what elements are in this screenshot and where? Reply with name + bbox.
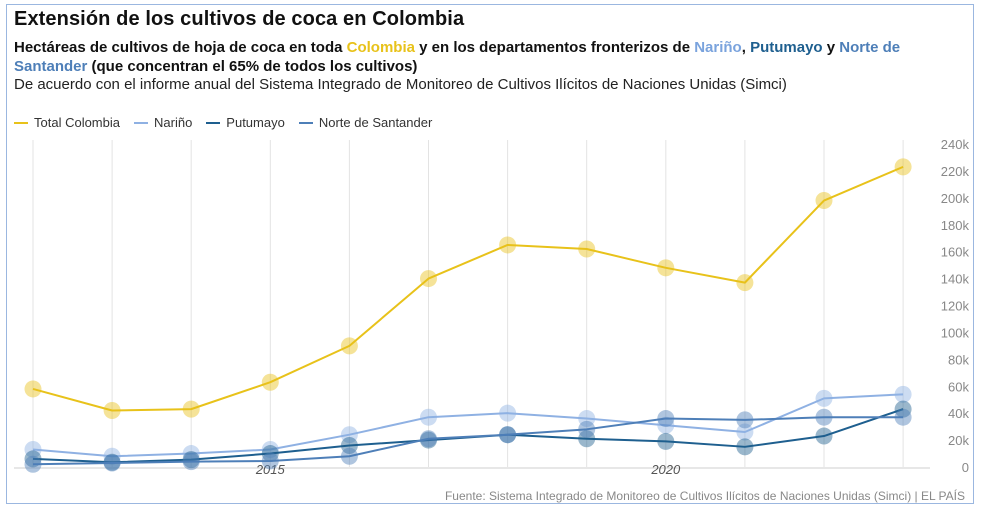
x-tick-label: 2020 (650, 462, 681, 477)
legend-label: Nariño (154, 115, 193, 130)
y-tick-label: 20k (948, 433, 969, 448)
data-point (499, 426, 517, 444)
data-point (736, 274, 754, 292)
data-point (578, 420, 596, 438)
subtitle-text-1: Hectáreas de cultivos de hoja de coca en… (14, 39, 347, 56)
series-3 (24, 408, 912, 473)
y-tick-label: 40k (948, 406, 969, 421)
data-point (24, 455, 42, 473)
data-point (24, 450, 42, 468)
data-point (261, 452, 279, 470)
data-point (815, 408, 833, 426)
data-point (815, 389, 833, 407)
y-tick-label: 180k (941, 218, 970, 233)
data-point (182, 445, 200, 463)
data-point (578, 410, 596, 428)
data-point (420, 408, 437, 426)
legend-item: Putumayo (206, 115, 285, 130)
data-point (103, 454, 121, 472)
data-point (815, 192, 833, 210)
y-tick-label: 240k (941, 137, 970, 152)
series-1 (24, 385, 912, 465)
chart-legend: Total Colombia Nariño Putumayo Norte de San… (14, 115, 432, 130)
data-point (340, 436, 358, 454)
data-point (578, 430, 596, 448)
data-point (261, 445, 279, 463)
data-point (894, 400, 912, 418)
data-point (499, 404, 517, 422)
legend-swatch (206, 121, 221, 124)
data-point (657, 410, 675, 428)
series-0 (24, 158, 912, 419)
series-line (32, 165, 904, 412)
y-tick-label: 160k (941, 245, 970, 260)
y-tick-label: 0 (962, 460, 969, 475)
data-point (24, 441, 42, 459)
data-point (182, 453, 200, 471)
data-point (340, 426, 358, 444)
data-point (815, 427, 833, 445)
data-point (657, 432, 675, 450)
subtitle-y: y (822, 39, 840, 56)
subtitle-text-3: (que concentran el 65% de todos los cult… (87, 58, 418, 75)
subtitle-text-2: y en los departamentos fronterizos de (414, 39, 695, 56)
y-tick-label: 200k (941, 191, 970, 206)
data-point (182, 451, 200, 469)
y-tick-label: 80k (948, 352, 969, 367)
legend-swatch (14, 121, 28, 124)
gridlines (32, 140, 904, 467)
data-point (24, 380, 42, 398)
y-tick-label: 140k (941, 272, 970, 287)
data-point (420, 430, 437, 448)
data-point (182, 400, 200, 418)
data-point (261, 373, 279, 391)
y-tick-label: 120k (941, 299, 970, 314)
chart-source: Fuente: Sistema Integrado de Monitoreo d… (444, 489, 965, 503)
legend-item: Nariño (134, 115, 192, 130)
data-point (578, 240, 596, 258)
subtitle-comma: , (741, 39, 751, 56)
data-point (736, 411, 754, 429)
series-line (32, 393, 904, 458)
subtitle-putumayo: Putumayo (750, 39, 823, 56)
legend-label: Norte de Santander (318, 115, 433, 130)
chart-subtitle: Hectáreas de cultivos de hoja de coca en… (14, 38, 964, 76)
data-point (736, 423, 754, 441)
legend-label: Total Colombia (34, 115, 120, 130)
data-point (420, 270, 437, 288)
data-point (736, 438, 754, 456)
subtitle-narino: Nariño (694, 39, 742, 56)
data-point (894, 385, 912, 403)
series-line (32, 416, 904, 466)
subtitle-norte: Norte de Santander (14, 39, 901, 75)
chart-description: De acuerdo con el informe anual del Sist… (14, 76, 787, 93)
data-point (420, 431, 437, 449)
y-axis-ticks: 0 20k 40k 60k 80k 100k 120k 140k 160k 180k 200k 220… (941, 137, 970, 475)
data-point (657, 259, 675, 277)
legend-item: Total Colombia (14, 115, 120, 130)
subtitle-colombia: Colombia (346, 39, 415, 56)
y-tick-label: 60k (948, 379, 969, 394)
data-point (103, 401, 121, 419)
x-tick-label: 2015 (255, 462, 286, 477)
data-point (103, 447, 121, 465)
legend-swatch (298, 121, 313, 124)
legend-item: Norte de Santander (298, 115, 433, 130)
data-point (894, 158, 912, 176)
data-point (340, 447, 358, 465)
data-point (657, 416, 675, 434)
data-point (499, 236, 517, 254)
x-axis-ticks: 2015 2020 (255, 462, 681, 477)
y-tick-label: 220k (941, 164, 970, 179)
chart-frame (6, 4, 974, 504)
legend-swatch (134, 121, 148, 124)
series-2 (24, 400, 912, 471)
chart-title: Extensión de los cultivos de coca en Col… (14, 8, 465, 30)
data-point (894, 408, 912, 426)
y-tick-label: 100k (941, 325, 970, 340)
data-point (340, 337, 358, 355)
legend-label: Putumayo (226, 115, 285, 130)
